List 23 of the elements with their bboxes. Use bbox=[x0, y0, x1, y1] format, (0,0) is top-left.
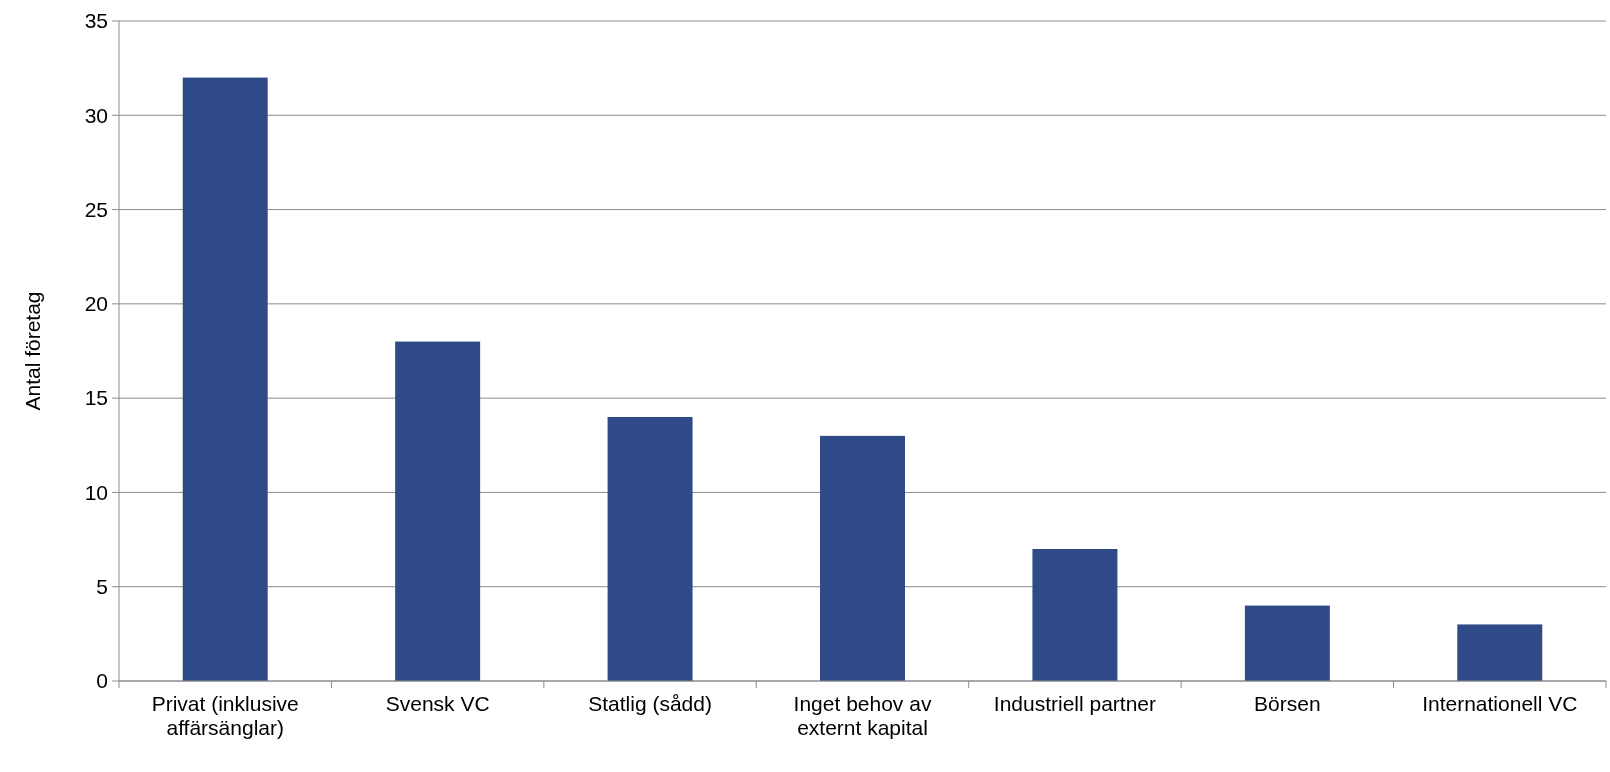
bar bbox=[1457, 624, 1543, 681]
y-tick-label: 30 bbox=[84, 103, 108, 127]
x-tick-label: Statlig (sådd) bbox=[588, 692, 712, 715]
bar bbox=[820, 435, 905, 681]
y-tick-label: 5 bbox=[96, 575, 108, 599]
bar bbox=[1244, 605, 1330, 681]
x-tick-label: Inget behov av externt kapital bbox=[793, 692, 932, 739]
y-axis-title: Antal företag bbox=[21, 291, 44, 411]
bar bbox=[395, 341, 481, 681]
bar bbox=[607, 417, 693, 681]
bar bbox=[1032, 549, 1118, 681]
x-tick-label: Börsen bbox=[1254, 692, 1321, 715]
bar bbox=[182, 77, 268, 681]
y-tick-label: 10 bbox=[84, 480, 108, 504]
x-tick-label: Industriell partner bbox=[993, 692, 1157, 715]
x-tick-label: Internationell VC bbox=[1422, 692, 1578, 715]
y-tick-label: 0 bbox=[96, 669, 108, 693]
x-tick-label: Svensk VC bbox=[385, 692, 490, 715]
y-tick-label: 20 bbox=[84, 292, 108, 316]
x-tick-label: Privat (inklusive affärsänglar) bbox=[151, 692, 299, 739]
y-tick-label: 35 bbox=[84, 9, 108, 33]
y-tick-label: 15 bbox=[84, 386, 108, 410]
y-tick-label: 25 bbox=[84, 197, 108, 221]
